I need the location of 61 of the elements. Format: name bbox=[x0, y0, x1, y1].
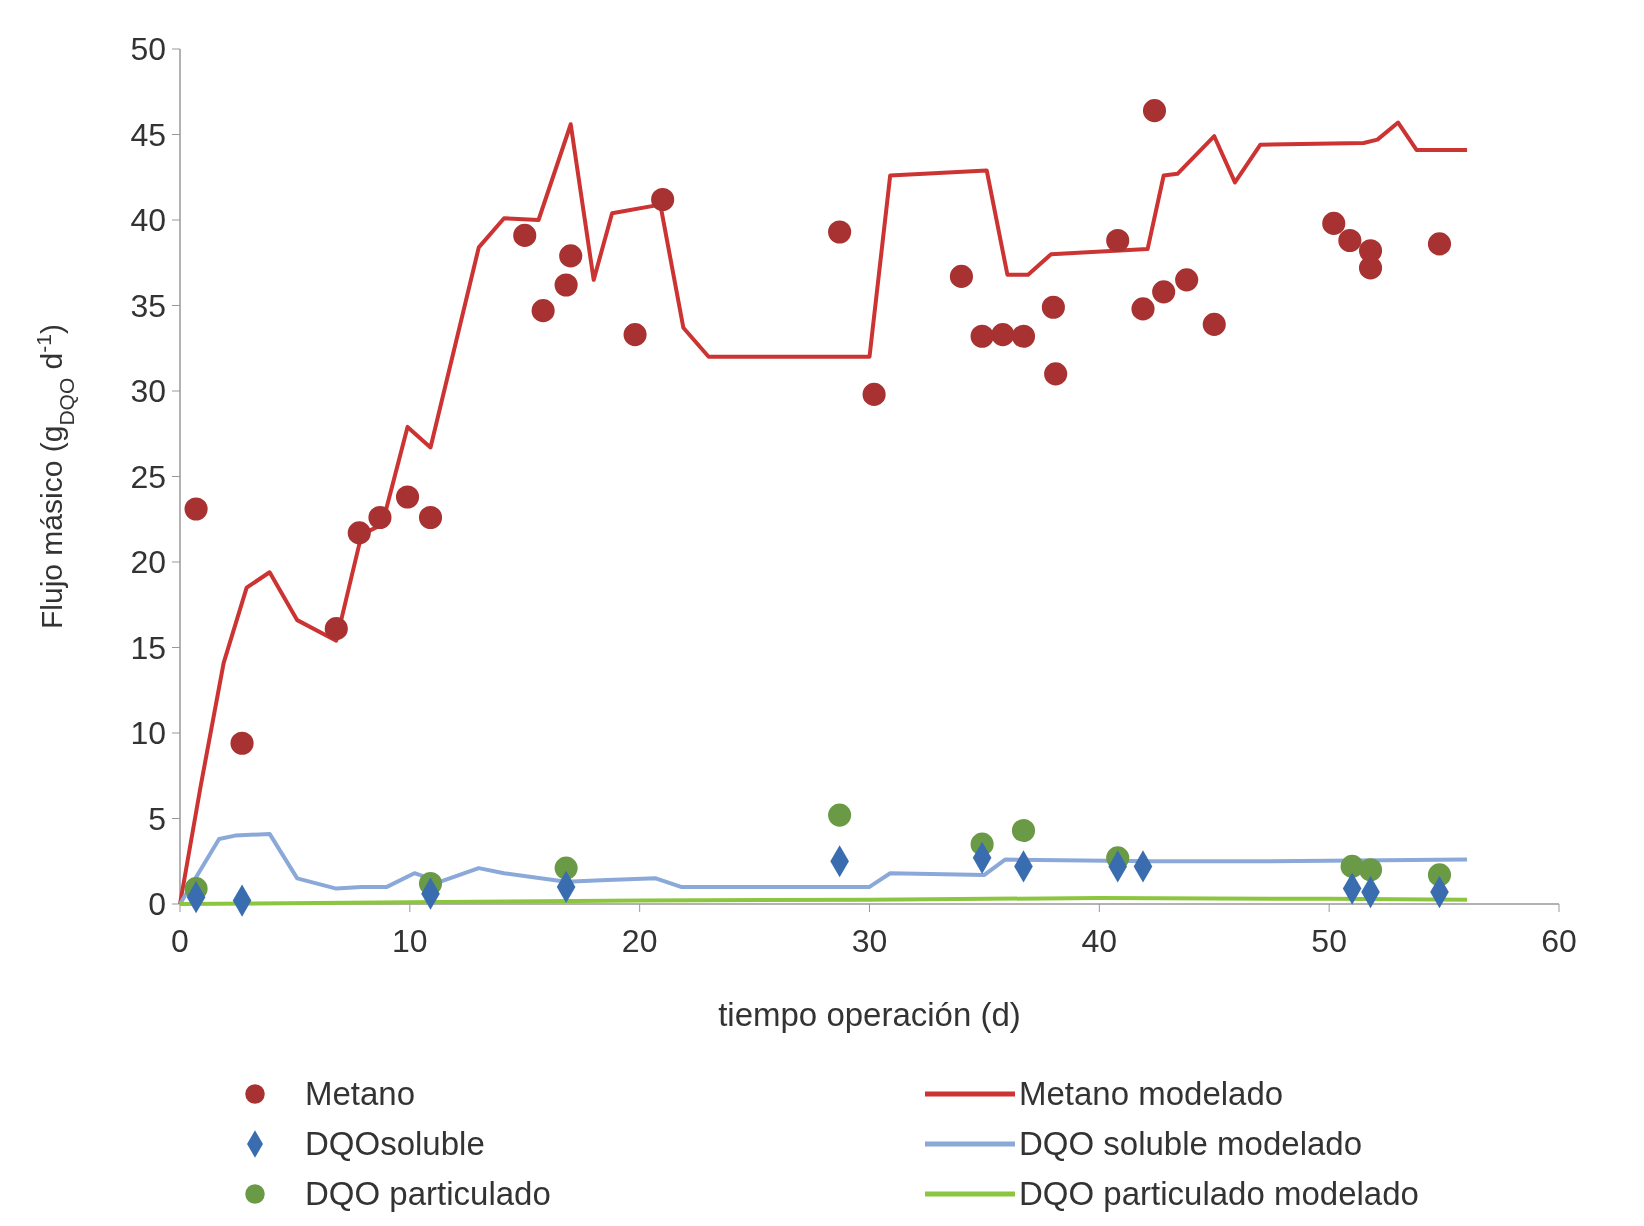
legend-label: DQO soluble modelado bbox=[1019, 1125, 1363, 1162]
point bbox=[1131, 297, 1155, 321]
point bbox=[623, 323, 647, 347]
point bbox=[324, 617, 348, 641]
point bbox=[828, 803, 852, 827]
point bbox=[1011, 818, 1036, 843]
x-tick-label: 20 bbox=[621, 923, 658, 959]
y-tick-label: 45 bbox=[130, 116, 166, 153]
y-tick-label: 20 bbox=[130, 544, 166, 580]
point bbox=[1358, 858, 1383, 882]
point bbox=[1044, 362, 1068, 386]
x-tick-label: 60 bbox=[1541, 923, 1577, 959]
point bbox=[347, 521, 371, 545]
point bbox=[395, 485, 420, 509]
point bbox=[184, 497, 208, 521]
y-tick-label: 50 bbox=[130, 31, 166, 67]
y-tick-label: 0 bbox=[148, 886, 166, 922]
x-tick-label: 40 bbox=[1081, 923, 1118, 959]
legend-label: Metano modelado bbox=[1019, 1075, 1284, 1112]
y-tick-label: 10 bbox=[130, 715, 166, 751]
point bbox=[554, 273, 578, 297]
point bbox=[1142, 99, 1167, 123]
point bbox=[991, 323, 1015, 347]
y-tick-label: 35 bbox=[130, 287, 166, 324]
point bbox=[1322, 211, 1346, 235]
point bbox=[230, 731, 254, 755]
y-tick-label: 25 bbox=[130, 458, 166, 495]
point bbox=[1106, 228, 1130, 253]
point bbox=[862, 382, 886, 406]
legend-label: DQO particulado bbox=[305, 1175, 551, 1212]
x-tick-label: 10 bbox=[392, 923, 428, 959]
point bbox=[970, 324, 994, 348]
point bbox=[1202, 312, 1226, 336]
line-series bbox=[178, 120, 1470, 906]
x-tick-label: 50 bbox=[1311, 923, 1347, 959]
y-tick-label: 40 bbox=[130, 202, 166, 238]
point bbox=[949, 264, 973, 288]
point bbox=[1338, 228, 1362, 253]
y-tick-label: 15 bbox=[130, 629, 166, 666]
x-axis-title: tiempo operación (d) bbox=[718, 996, 1021, 1033]
x-tick-label: 0 bbox=[171, 923, 189, 959]
point bbox=[651, 187, 675, 212]
point bbox=[1011, 324, 1036, 348]
point bbox=[1152, 280, 1176, 304]
legend-label: DQOsoluble bbox=[305, 1125, 485, 1162]
point bbox=[1041, 295, 1065, 319]
point bbox=[513, 223, 537, 247]
point bbox=[828, 220, 852, 244]
line-series bbox=[178, 831, 1470, 906]
legend-label: Metano bbox=[305, 1075, 416, 1112]
point bbox=[1175, 268, 1199, 292]
point bbox=[531, 299, 555, 323]
point bbox=[418, 506, 443, 530]
legend-label: DQO particulado modelado bbox=[1019, 1175, 1419, 1212]
point bbox=[559, 244, 583, 268]
x-tick-label: 30 bbox=[851, 923, 888, 959]
point bbox=[368, 506, 392, 530]
point bbox=[1427, 232, 1452, 256]
point bbox=[1358, 256, 1383, 280]
y-tick-label: 5 bbox=[148, 800, 166, 837]
y-tick-label: 30 bbox=[130, 373, 166, 409]
